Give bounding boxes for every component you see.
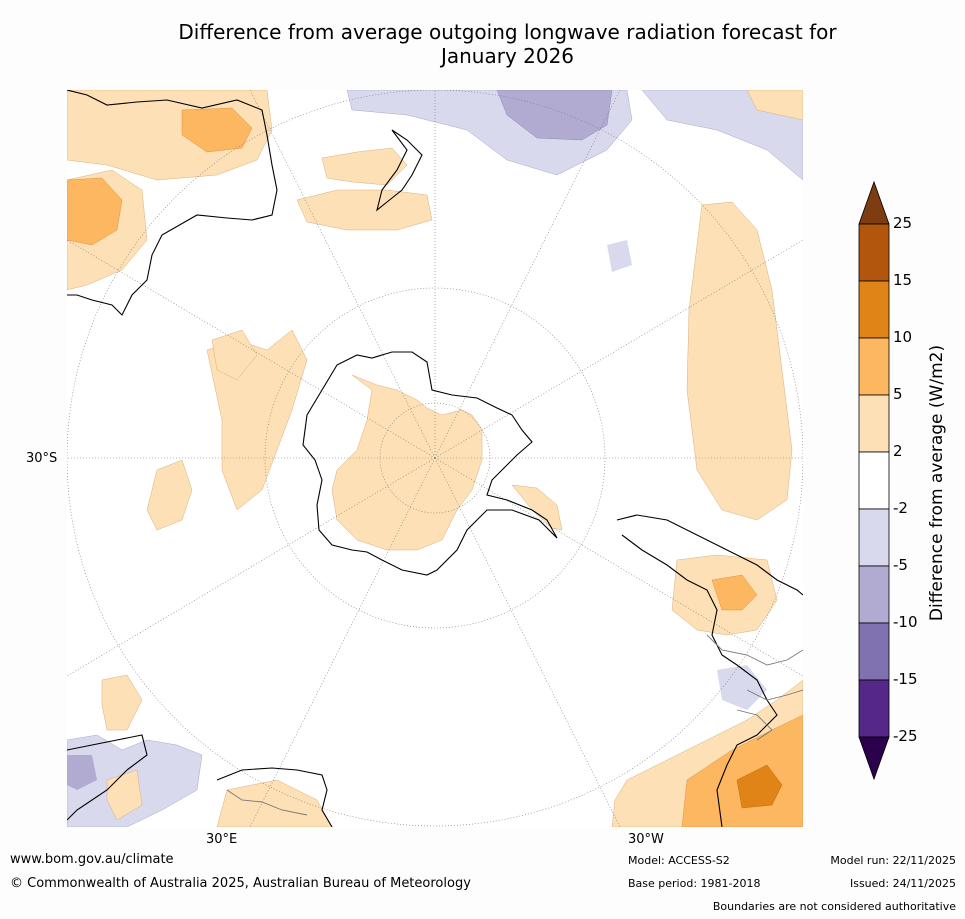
anomaly-region-sa-purple	[717, 665, 767, 710]
anomaly-region-africa-purple-core	[67, 755, 97, 790]
coastline-australia	[67, 90, 278, 316]
colorbar-segment	[858, 280, 890, 339]
colorbar-tick-label: -15	[893, 670, 918, 688]
anomaly-region-atlantic-core	[736, 764, 783, 809]
colorbar-tick-label: -2	[893, 499, 908, 517]
colorbar-tick-label: 2	[893, 442, 903, 460]
title-line-1: Difference from average outgoing longwav…	[178, 20, 837, 44]
footer-copyright: © Commonwealth of Australia 2025, Austra…	[10, 876, 471, 891]
colorbar-segment	[858, 679, 890, 738]
coastline-antarctica	[302, 351, 558, 576]
anomaly-region-south-america-core	[711, 574, 758, 611]
title-line-2: January 2026	[440, 44, 575, 68]
colorbar-segment	[858, 337, 890, 396]
colorbar-tick-label: 5	[893, 385, 903, 403]
colorbar-tick-label: 15	[893, 271, 913, 289]
anomaly-region-nz	[296, 189, 433, 231]
colorbar	[858, 180, 890, 781]
anomaly-region-indian-3	[211, 329, 258, 381]
polar-map	[67, 90, 803, 827]
colorbar-extend-min	[858, 736, 890, 781]
colorbar-tick-label: -5	[893, 556, 908, 574]
coastline-africa	[67, 734, 333, 827]
footer-model-run: Model run: 22/11/2025	[830, 854, 956, 867]
anomaly-region-africa-orange	[101, 674, 143, 731]
anomaly-region-pacific-east	[641, 90, 803, 181]
colorbar-segment	[858, 508, 890, 567]
coastline-south-america	[616, 514, 803, 827]
colorbar-segment	[858, 451, 890, 510]
anomaly-region-indian-2	[146, 459, 193, 531]
footer-model: Model: ACCESS-S2	[628, 854, 730, 867]
anomaly-region-pacific-low-core	[496, 90, 613, 141]
anomaly-region-west-core	[67, 177, 123, 246]
anomaly-region-patch-1	[607, 240, 632, 272]
colorbar-tick-label: 10	[893, 328, 913, 346]
colorbar-segment	[858, 394, 890, 453]
antarctica-anomaly	[331, 374, 483, 551]
colorbar-segment	[858, 223, 890, 282]
anomaly-region-east-pacific	[686, 201, 793, 521]
colorbar-tick-label: -25	[893, 727, 918, 745]
anomaly-region-tasman	[321, 147, 408, 186]
map-title: Difference from average outgoing longwav…	[150, 20, 865, 68]
colorbar-segment	[858, 622, 890, 681]
footer-disclaimer: Boundaries are not considered authoritat…	[712, 900, 956, 913]
country-borders	[226, 634, 803, 816]
anomaly-region-sw-1	[106, 769, 143, 821]
anomaly-region-australia-core	[181, 107, 253, 153]
colorbar-tick-label: 25	[893, 214, 913, 232]
lon-label-30e: 30°E	[206, 832, 238, 847]
lon-label-30w: 30°W	[628, 832, 664, 847]
footer-base-period: Base period: 1981-2018	[628, 877, 761, 890]
colorbar-extend-max	[858, 180, 890, 225]
coastline-new-zealand	[376, 129, 423, 212]
lat-label-30s: 30°S	[26, 451, 58, 466]
anomaly-region-top-right	[746, 90, 803, 121]
footer-url[interactable]: www.bom.gov.au/climate	[10, 852, 174, 867]
colorbar-segment	[858, 565, 890, 624]
colorbar-title: Difference from average (W/m2)	[927, 344, 947, 622]
colorbar-tick-label: -10	[893, 613, 918, 631]
footer-issued: Issued: 24/11/2025	[849, 877, 956, 890]
